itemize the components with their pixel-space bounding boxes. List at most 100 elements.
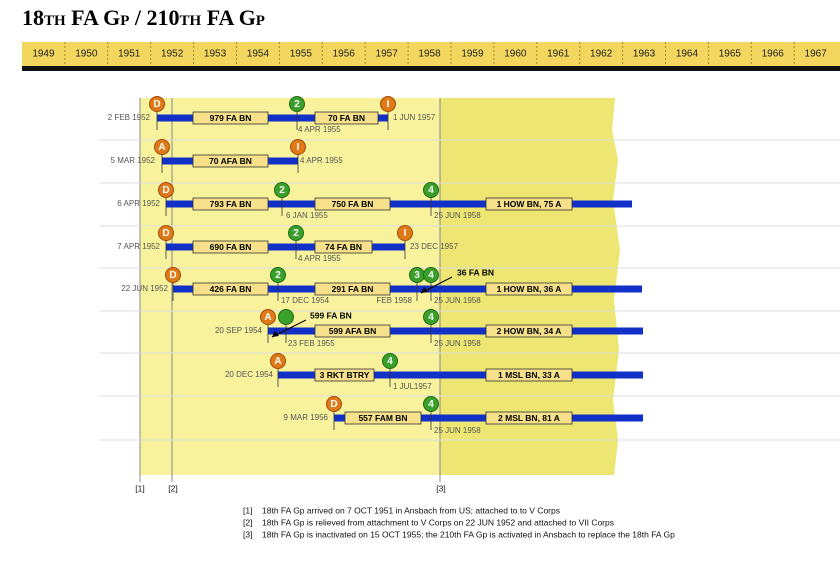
marker — [154, 139, 170, 155]
event-date: 4 APR 1955 — [298, 254, 341, 263]
year-label: 1960 — [504, 49, 527, 60]
marker — [270, 267, 286, 283]
reference: [3] — [436, 483, 445, 493]
marker — [270, 353, 286, 369]
start-date: 6 APR 1952 — [117, 199, 160, 208]
note-text: 18th FA Gp arrived on 7 OCT 1951 in Ansb… — [262, 505, 560, 515]
year-label: 1961 — [547, 49, 570, 60]
reference: [1] — [135, 483, 144, 493]
unit-name: 3 RKT BTRY — [320, 370, 370, 380]
marker-label: A — [274, 356, 281, 367]
marker — [380, 96, 396, 112]
marker-label: D — [162, 228, 169, 239]
year-label: 1954 — [247, 49, 270, 60]
unit-box — [192, 282, 269, 296]
unit-name: 1 MSL BN, 33 A — [498, 370, 560, 380]
unit-box — [314, 282, 391, 296]
unit-name: 70 FA BN — [328, 113, 365, 123]
unit-box — [314, 111, 379, 125]
title: 18th FA Gp / 210th FA Gp — [22, 5, 265, 30]
marker — [289, 96, 305, 112]
marker — [326, 396, 342, 412]
year-label: 1950 — [75, 49, 98, 60]
marker-label: I — [387, 99, 390, 110]
event-date: FEB 1958 — [376, 296, 412, 305]
marker-label: D — [330, 399, 337, 410]
unit-bar — [157, 114, 388, 122]
note-text: 18th FA Gp is relieved from attachment t… — [262, 517, 614, 527]
marker-label: 2 — [293, 228, 299, 239]
unit-bar — [278, 371, 643, 379]
unit-name: 1 HOW BN, 75 A — [497, 199, 562, 209]
marker-label: I — [297, 142, 300, 153]
marker-label: 4 — [387, 356, 393, 367]
marker — [423, 309, 439, 325]
unit-box — [485, 282, 573, 296]
event-date: 1 JUL1957 — [393, 382, 432, 391]
marker-label: 4 — [428, 270, 434, 281]
start-date: 22 JUN 1952 — [121, 284, 168, 293]
year-label: 1957 — [376, 49, 399, 60]
unit-name: 74 FA BN — [325, 242, 362, 252]
event-date: 25 JUN 1958 — [434, 339, 481, 348]
marker-label: D — [162, 185, 169, 196]
marker — [423, 396, 439, 412]
year-label: 1958 — [418, 49, 441, 60]
unit-box — [314, 197, 391, 211]
marker — [158, 182, 174, 198]
start-date: 5 MAR 1952 — [111, 156, 156, 165]
marker — [149, 96, 165, 112]
marker-label: I — [404, 228, 407, 239]
start-date: 20 SEP 1954 — [215, 326, 263, 335]
note-ref: [2] — [243, 517, 252, 527]
unit-bar — [166, 200, 632, 208]
unit-name: 291 FA BN — [332, 284, 374, 294]
event-date: 23 DEC 1957 — [410, 242, 459, 251]
marker — [274, 182, 290, 198]
unit-name: 690 FA BN — [210, 242, 252, 252]
unit-name: 599 AFA BN — [329, 326, 377, 336]
marker — [260, 309, 276, 325]
marker-label: 2 — [275, 270, 281, 281]
event-date: 4 APR 1955 — [300, 156, 343, 165]
annotation-arrow — [271, 319, 307, 338]
marker-label: 4 — [428, 185, 434, 196]
marker — [165, 267, 181, 283]
annotation: 36 FA BN — [457, 267, 494, 277]
arrow-head — [272, 331, 279, 337]
unit-name: 2 MSL BN, 81 A — [498, 413, 560, 423]
unit-box — [192, 154, 269, 168]
unit-bar — [268, 327, 643, 335]
event-date: 25 JUN 1958 — [434, 211, 481, 220]
unit-box — [314, 368, 375, 382]
unit-name: 1 HOW BN, 36 A — [497, 284, 562, 294]
unit-name: 426 FA BN — [210, 284, 252, 294]
year-label: 1965 — [719, 49, 742, 60]
marker — [423, 182, 439, 198]
marker — [290, 139, 306, 155]
note-ref: [3] — [243, 529, 252, 539]
year-band — [22, 42, 840, 68]
marker-label: A — [158, 142, 165, 153]
marker — [382, 353, 398, 369]
marker — [158, 225, 174, 241]
event-date: 23 FEB 1955 — [288, 339, 335, 348]
event-date: 17 DEC 1954 — [281, 296, 330, 305]
unit-box — [485, 197, 573, 211]
year-label: 1962 — [590, 49, 613, 60]
year-label: 1959 — [461, 49, 484, 60]
year-label: 1967 — [805, 49, 828, 60]
marker-label: A — [264, 312, 271, 323]
start-date: 2 FEB 1952 — [108, 113, 151, 122]
start-date: 9 MAR 1956 — [284, 413, 329, 422]
unit-box — [485, 368, 573, 382]
unit-box — [314, 324, 391, 338]
unit-box — [192, 111, 269, 125]
unit-name: 70 AFA BN — [209, 156, 252, 166]
marker — [397, 225, 413, 241]
annotation: 599 FA BN — [310, 310, 352, 320]
start-date: 20 DEC 1954 — [225, 370, 274, 379]
marker — [288, 225, 304, 241]
note-ref: [1] — [243, 505, 252, 515]
event-date: 6 JAN 1955 — [286, 211, 328, 220]
